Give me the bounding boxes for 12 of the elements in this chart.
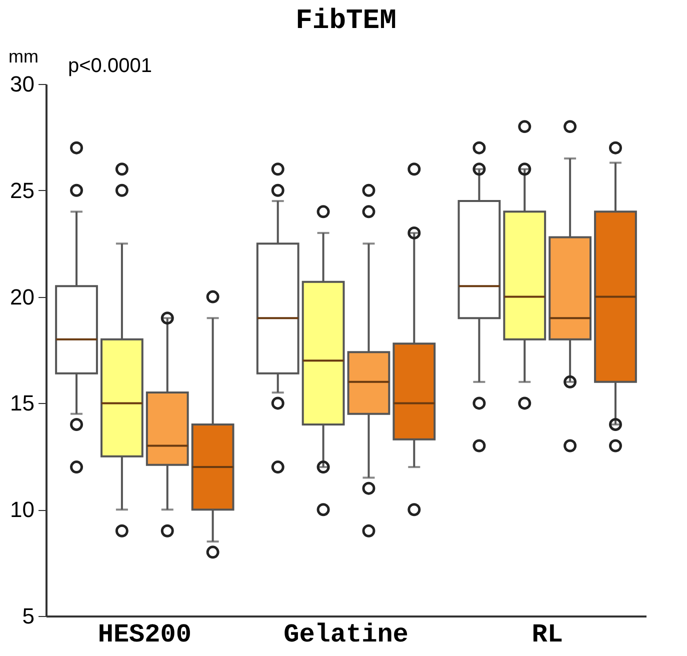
text: p<0.0001 [68,55,152,77]
y-tick-label: 25 [10,178,34,203]
x-tick-label: Gelatine [284,620,408,650]
y-tick-label: 10 [10,497,34,522]
y-tick-label: 15 [10,390,34,416]
x-tick-label: HES200 [98,620,192,650]
chart-title: FibTEM [296,6,396,37]
y-tick-label: 5 [22,604,34,628]
x-tick-label: RL [532,620,563,650]
y-axis-title: mm [8,46,38,66]
y-tick-label: 30 [10,72,34,96]
y-tick-label: 20 [10,284,34,310]
